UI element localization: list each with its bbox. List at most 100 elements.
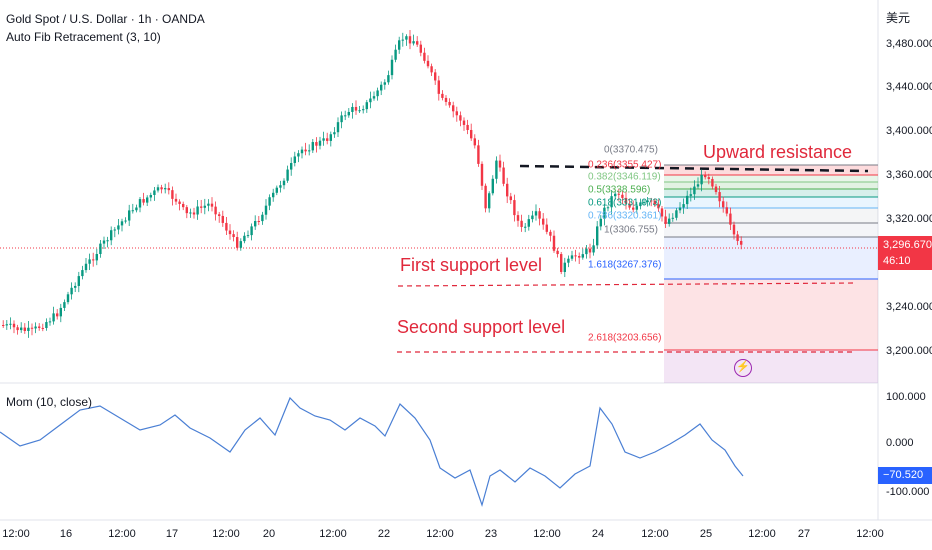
candle-body	[344, 115, 347, 117]
candle-body	[509, 196, 512, 201]
candle-body	[207, 203, 210, 206]
candle-body	[48, 321, 52, 323]
symbol-title[interactable]: Gold Spot / U.S. Dollar · 1h · OANDA	[6, 12, 205, 26]
candle-body	[95, 254, 98, 261]
candle-body	[12, 323, 16, 328]
candle-body	[639, 202, 642, 207]
fib-indicator-legend[interactable]: Auto Fib Retracement (3, 10)	[6, 30, 161, 44]
candle-body	[488, 193, 491, 209]
candle-body	[182, 203, 185, 208]
fib-lines	[664, 164, 878, 351]
candle-body	[405, 36, 408, 40]
candle-body	[603, 207, 606, 219]
candle-body	[99, 243, 102, 255]
candle-body	[228, 230, 232, 235]
candle-body	[282, 180, 286, 186]
lightning-bolt-icon[interactable]: ⚡	[734, 359, 752, 377]
currency-selector[interactable]: 美元	[885, 11, 910, 25]
candle-body	[408, 36, 412, 44]
candle-body	[264, 205, 268, 215]
upward-resistance-annotation[interactable]: Upward resistance	[703, 142, 853, 162]
candle-body	[506, 183, 509, 197]
candle-body	[117, 225, 120, 230]
candle-body	[610, 196, 613, 208]
candle-body	[200, 206, 203, 208]
candle-body	[693, 186, 696, 195]
price-axis-label: 3,320.000	[886, 213, 932, 225]
candle-body	[416, 41, 419, 45]
candle-body	[653, 200, 656, 205]
candle-body	[628, 203, 631, 208]
candle-body	[729, 213, 732, 225]
candle-body	[538, 211, 541, 219]
candle-body	[192, 212, 196, 215]
candle-body	[444, 97, 448, 102]
candle-body	[617, 193, 620, 195]
candle-body	[426, 60, 430, 67]
candle-body	[560, 254, 563, 272]
candle-body	[221, 215, 224, 223]
candle-body	[682, 204, 685, 208]
candle-body	[322, 138, 325, 141]
candle-body	[128, 210, 131, 221]
candle-body	[70, 287, 73, 295]
second-support-annotation[interactable]: Second support level	[397, 317, 566, 337]
candle-body	[185, 207, 188, 214]
candle-body	[394, 49, 397, 60]
candle-body	[74, 285, 77, 288]
candle-body	[92, 259, 95, 261]
candle-body	[369, 98, 372, 103]
candle-body	[524, 226, 527, 228]
candlestick-series	[2, 29, 743, 338]
time-axis-label: 27	[797, 528, 811, 540]
time-axis-label: 20	[262, 528, 276, 540]
first-support-annotation[interactable]: First support level	[400, 255, 543, 275]
candle-body	[268, 197, 271, 206]
candle-body	[336, 122, 340, 133]
time-axis-label: 24	[591, 528, 605, 540]
candle-body	[257, 221, 260, 223]
candle-body	[696, 184, 700, 187]
candle-body	[689, 194, 692, 196]
candle-body	[297, 153, 300, 157]
mom-indicator-legend[interactable]: Mom (10, close)	[6, 395, 93, 409]
candle-body	[178, 201, 181, 204]
candle-body	[218, 214, 221, 216]
mom-axis-label: 0.000	[886, 437, 914, 449]
time-axis-label: 12:00	[426, 528, 454, 540]
candle-body	[232, 234, 235, 238]
candle-body	[210, 203, 214, 207]
bar-countdown: 46:10	[883, 255, 911, 267]
candle-body	[45, 322, 48, 328]
candle-body	[311, 142, 314, 151]
candle-body	[599, 218, 602, 227]
price-axis-label: 3,200.000	[886, 345, 932, 357]
candle-body	[138, 199, 142, 208]
candle-body	[246, 235, 250, 237]
candle-body	[563, 262, 566, 272]
candle-body	[351, 106, 354, 112]
candle-body	[362, 109, 365, 111]
candle-body	[423, 52, 426, 61]
candle-body	[66, 294, 70, 303]
candle-body	[714, 186, 718, 193]
candle-body	[412, 41, 415, 44]
candle-body	[624, 197, 628, 204]
candle-body	[495, 160, 498, 179]
candle-body	[686, 195, 689, 205]
candle-body	[635, 206, 638, 210]
candle-body	[567, 258, 570, 263]
candle-body	[675, 210, 678, 218]
last-price-badge: 3,296.670 46:10	[878, 236, 932, 270]
candle-body	[646, 200, 649, 203]
candle-body	[30, 327, 34, 329]
candle-body	[711, 178, 714, 187]
candle-body	[459, 115, 462, 121]
candle-body	[441, 93, 444, 98]
candle-body	[592, 245, 595, 253]
candle-body	[376, 90, 379, 97]
time-axis-label: 12:00	[2, 528, 30, 540]
candle-body	[534, 211, 538, 216]
